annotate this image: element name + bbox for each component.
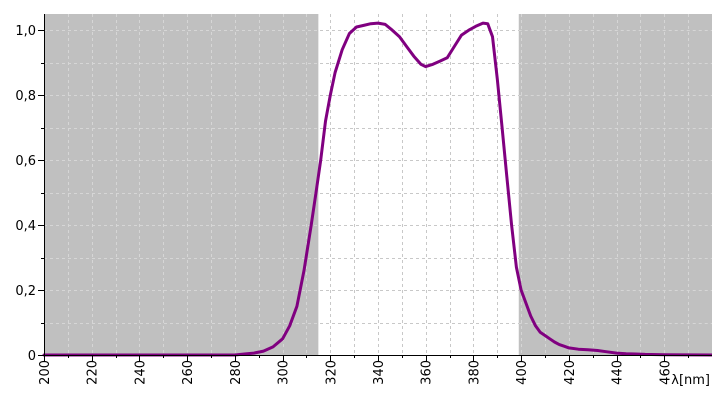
x-axis-label: λ[nm]: [671, 373, 710, 388]
x-tick-label: 380: [467, 360, 482, 385]
x-tick-label: 200: [38, 360, 53, 385]
x-tick-label: 360: [420, 360, 435, 385]
y-tick-label: 0,6: [15, 154, 36, 169]
x-tick-label: 320: [324, 360, 339, 385]
y-tick-label: 0,8: [15, 89, 36, 104]
x-tick-label: 220: [86, 360, 101, 385]
y-tick-label: 0,2: [15, 284, 36, 299]
x-tick-label: 460: [658, 360, 673, 385]
x-tick-label: 440: [611, 360, 626, 385]
x-tick-label: 300: [277, 360, 292, 385]
y-tick-label: 0,4: [15, 219, 36, 234]
y-tick-label: 1,0: [15, 24, 36, 39]
x-tick-label: 280: [229, 360, 244, 385]
x-tick-label: 260: [181, 360, 196, 385]
ticks: [38, 30, 689, 361]
tick-labels: 200 220 240 260 280 300 320 340 360 380 400 420 440 4…: [15, 24, 673, 385]
data-series: [42, 21, 712, 357]
x-tick-label: 340: [372, 360, 387, 385]
x-tick-label: 420: [563, 360, 578, 385]
x-tick-label: 240: [133, 360, 148, 385]
shaded-region: [518, 14, 712, 355]
x-tick-label: 400: [515, 360, 530, 385]
shaded-region: [44, 14, 319, 355]
spectrum-curve: [42, 21, 712, 357]
y-tick-label: 0: [28, 349, 36, 364]
grid-lines-overlay: [44, 14, 712, 355]
